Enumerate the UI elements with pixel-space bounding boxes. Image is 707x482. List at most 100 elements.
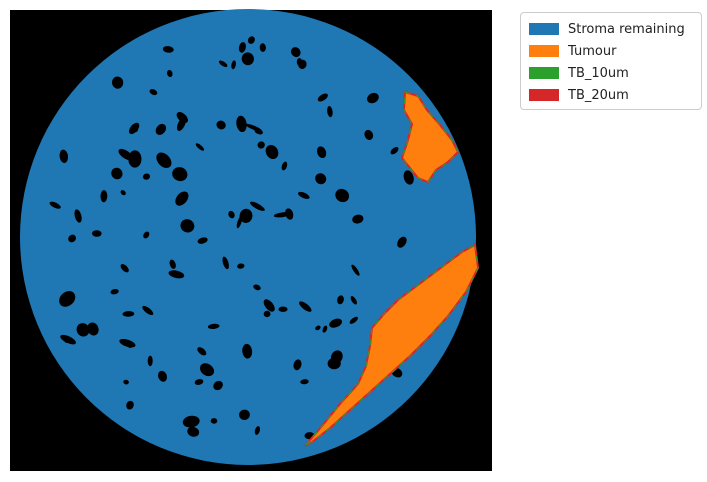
tissue-hole bbox=[239, 212, 248, 219]
tissue-hole bbox=[298, 59, 307, 70]
tissue-hole bbox=[128, 150, 142, 168]
tissue-hole bbox=[59, 149, 69, 163]
legend-item-tb-20um: TB_20um bbox=[529, 85, 629, 105]
tissue-hole bbox=[143, 231, 150, 239]
tissue-hole bbox=[250, 201, 265, 211]
tissue-hole bbox=[213, 380, 223, 391]
tissue-hole bbox=[278, 306, 288, 312]
tissue-hole bbox=[167, 69, 173, 78]
tissue-hole bbox=[265, 145, 279, 159]
legend-label-stroma: Stroma remaining bbox=[568, 21, 685, 37]
tissue-hole bbox=[315, 325, 321, 331]
tissue-hole bbox=[216, 120, 226, 130]
tissue-hole bbox=[132, 126, 139, 133]
tissue-hole bbox=[60, 334, 76, 345]
tissue-hole bbox=[290, 47, 301, 58]
tissue-hole bbox=[300, 379, 309, 385]
tissue-hole bbox=[237, 263, 245, 269]
tissue-hole bbox=[122, 311, 135, 317]
tissue-hole bbox=[142, 173, 151, 180]
legend-swatch-tb-10um bbox=[529, 67, 559, 79]
tissue-hole bbox=[59, 291, 76, 307]
tissue-hole bbox=[100, 190, 108, 203]
tissue-hole bbox=[349, 316, 358, 324]
tissue-hole bbox=[68, 234, 77, 243]
tb-10um-outline-lower bbox=[304, 244, 479, 447]
tissue-hole bbox=[87, 322, 99, 336]
tissue-hole bbox=[210, 418, 218, 424]
tissue-hole bbox=[236, 216, 243, 229]
tissue-hole bbox=[197, 347, 207, 356]
tissue-hole bbox=[241, 52, 254, 66]
tissue-hole bbox=[126, 400, 134, 410]
legend: Stroma remaining Tumour TB_10um TB_20um bbox=[520, 12, 702, 110]
tissue-hole bbox=[180, 219, 195, 233]
tissue-hole bbox=[364, 129, 374, 140]
legend-swatch-tumour bbox=[529, 45, 559, 57]
tissue-hole bbox=[285, 208, 294, 220]
tissue-hole bbox=[259, 43, 266, 52]
tissue-hole bbox=[194, 378, 204, 386]
tissue-hole bbox=[351, 264, 360, 276]
tissue-hole bbox=[218, 60, 228, 68]
tissue-hole bbox=[253, 284, 261, 291]
tissue-hole bbox=[187, 426, 200, 437]
legend-item-tumour: Tumour bbox=[529, 41, 616, 61]
tissue-hole bbox=[175, 191, 189, 206]
legend-swatch-stroma bbox=[529, 23, 559, 35]
tissue-hole bbox=[142, 305, 154, 316]
tissue-hole bbox=[149, 89, 158, 96]
tissue-hole bbox=[111, 76, 124, 89]
tissue-hole bbox=[120, 190, 126, 196]
tissue-hole bbox=[231, 60, 236, 70]
tissue-hole bbox=[403, 170, 414, 185]
tissue-hole bbox=[207, 323, 220, 330]
tissue-hole bbox=[92, 230, 102, 237]
tb-10um-outline-upper bbox=[401, 91, 459, 183]
tissue-hole bbox=[111, 167, 123, 180]
tissue-hole bbox=[367, 92, 379, 104]
tissue-hole bbox=[390, 147, 399, 155]
tissue-hole bbox=[350, 296, 357, 305]
tissue-hole bbox=[123, 379, 129, 385]
tissue-hole bbox=[317, 93, 328, 102]
tissue-hole bbox=[254, 128, 263, 135]
tissue-hole bbox=[168, 270, 185, 279]
tissue-hole bbox=[119, 338, 136, 348]
tissue-hole bbox=[242, 343, 253, 359]
tissue-hole bbox=[352, 214, 364, 224]
tissue-hole bbox=[155, 123, 167, 135]
tissue-hole bbox=[195, 143, 205, 151]
tissue-hole bbox=[76, 323, 90, 337]
tissue-hole bbox=[158, 370, 167, 382]
tissue-hole bbox=[74, 209, 82, 223]
legend-swatch-tb-20um bbox=[529, 89, 559, 101]
tissue-hole bbox=[169, 259, 176, 269]
tissue-hole bbox=[298, 191, 310, 199]
tissue-hole bbox=[315, 173, 327, 185]
tissue-hole bbox=[172, 167, 188, 182]
tissue-hole bbox=[257, 141, 265, 149]
tissue-hole bbox=[329, 318, 343, 328]
tumour-regions bbox=[304, 90, 480, 447]
tissue-hole bbox=[147, 355, 153, 367]
tissue-hole bbox=[156, 152, 172, 169]
legend-item-tb-10um: TB_10um bbox=[529, 63, 629, 83]
tissue-hole bbox=[337, 295, 344, 305]
legend-label-tb-20um: TB_20um bbox=[568, 87, 629, 103]
tissue-hole bbox=[197, 237, 208, 244]
tissue-hole bbox=[49, 201, 61, 209]
legend-label-tb-10um: TB_10um bbox=[568, 65, 629, 81]
tissue-hole bbox=[327, 106, 333, 118]
tissue-hole bbox=[199, 363, 215, 377]
tissue-holes bbox=[49, 36, 414, 440]
tissue-hole bbox=[263, 299, 275, 312]
tissue-hole bbox=[299, 301, 312, 312]
tissue-hole bbox=[293, 359, 302, 371]
tissue-hole bbox=[236, 115, 247, 133]
tissue-hole bbox=[397, 236, 407, 248]
tissue-hole bbox=[238, 42, 246, 53]
legend-label-tumour: Tumour bbox=[568, 43, 617, 59]
tissue-hole bbox=[316, 146, 327, 159]
